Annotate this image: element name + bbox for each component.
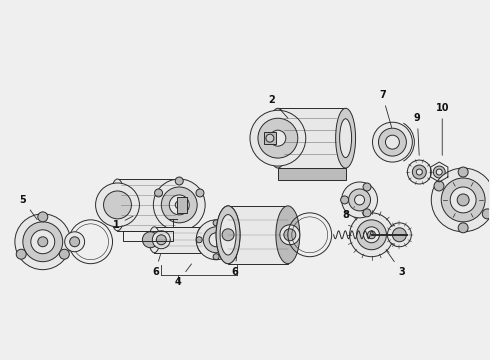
Circle shape [96, 183, 140, 227]
Bar [264, 132, 276, 144]
Circle shape [196, 237, 202, 243]
Circle shape [431, 168, 490, 232]
Circle shape [413, 165, 426, 179]
Circle shape [258, 118, 298, 158]
Circle shape [230, 237, 236, 243]
Text: 9: 9 [414, 113, 421, 155]
Circle shape [433, 166, 445, 178]
Ellipse shape [110, 179, 125, 231]
Circle shape [270, 130, 286, 146]
Circle shape [156, 235, 166, 245]
Circle shape [169, 195, 189, 215]
Circle shape [341, 196, 348, 204]
Circle shape [457, 194, 469, 206]
Text: 8: 8 [342, 207, 354, 220]
Circle shape [222, 229, 234, 241]
Circle shape [342, 182, 377, 218]
Text: 6: 6 [152, 255, 161, 276]
Ellipse shape [340, 119, 352, 158]
Circle shape [280, 225, 300, 245]
Circle shape [284, 229, 296, 241]
Bar [154, 227, 202, 253]
Text: 3: 3 [386, 250, 405, 276]
Circle shape [203, 227, 229, 253]
Text: 4: 4 [175, 264, 192, 287]
Circle shape [196, 189, 204, 197]
Circle shape [434, 181, 444, 191]
Bar [118, 179, 179, 231]
Circle shape [364, 227, 379, 243]
Circle shape [388, 223, 412, 247]
Ellipse shape [216, 206, 240, 264]
Circle shape [348, 189, 370, 211]
Circle shape [143, 232, 158, 248]
Circle shape [70, 237, 80, 247]
Ellipse shape [196, 227, 208, 253]
Bar [228, 206, 288, 264]
Ellipse shape [149, 227, 160, 253]
Circle shape [209, 233, 223, 247]
Circle shape [458, 223, 468, 233]
Bar [278, 108, 345, 168]
Circle shape [213, 254, 219, 260]
Circle shape [153, 179, 205, 231]
Circle shape [392, 228, 406, 242]
Text: 7: 7 [379, 90, 392, 127]
Circle shape [416, 169, 422, 175]
Circle shape [154, 189, 163, 197]
Ellipse shape [268, 108, 288, 168]
Text: 2: 2 [269, 95, 288, 118]
Circle shape [266, 134, 274, 142]
Circle shape [103, 191, 131, 219]
Text: 1: 1 [113, 216, 133, 230]
Circle shape [363, 209, 371, 217]
Circle shape [213, 220, 219, 226]
Text: 6: 6 [232, 255, 239, 276]
Circle shape [196, 220, 236, 260]
Circle shape [16, 249, 26, 259]
Circle shape [31, 230, 55, 254]
Circle shape [59, 249, 69, 259]
Text: 10: 10 [436, 103, 449, 155]
Bar [278, 168, 345, 180]
Circle shape [65, 232, 85, 252]
Circle shape [38, 212, 48, 222]
Circle shape [355, 195, 365, 205]
Circle shape [407, 160, 431, 184]
Circle shape [458, 167, 468, 177]
Ellipse shape [336, 108, 356, 168]
Circle shape [161, 187, 197, 223]
Circle shape [368, 231, 375, 239]
Circle shape [450, 187, 476, 213]
Circle shape [175, 177, 183, 185]
Circle shape [378, 128, 406, 156]
Circle shape [363, 183, 371, 191]
Ellipse shape [220, 215, 236, 255]
Circle shape [436, 169, 442, 175]
Ellipse shape [276, 206, 300, 264]
Circle shape [152, 231, 171, 249]
Ellipse shape [216, 206, 240, 264]
Circle shape [250, 110, 306, 166]
Circle shape [357, 220, 387, 250]
Circle shape [349, 213, 393, 257]
Circle shape [482, 209, 490, 219]
Circle shape [441, 178, 485, 222]
Circle shape [386, 135, 399, 149]
Circle shape [38, 237, 48, 247]
Circle shape [378, 231, 385, 238]
Circle shape [23, 222, 63, 262]
Circle shape [15, 214, 71, 270]
Circle shape [175, 201, 183, 209]
Circle shape [372, 122, 413, 162]
Bar [177, 197, 187, 213]
Ellipse shape [172, 179, 187, 231]
Text: 5: 5 [20, 195, 37, 220]
